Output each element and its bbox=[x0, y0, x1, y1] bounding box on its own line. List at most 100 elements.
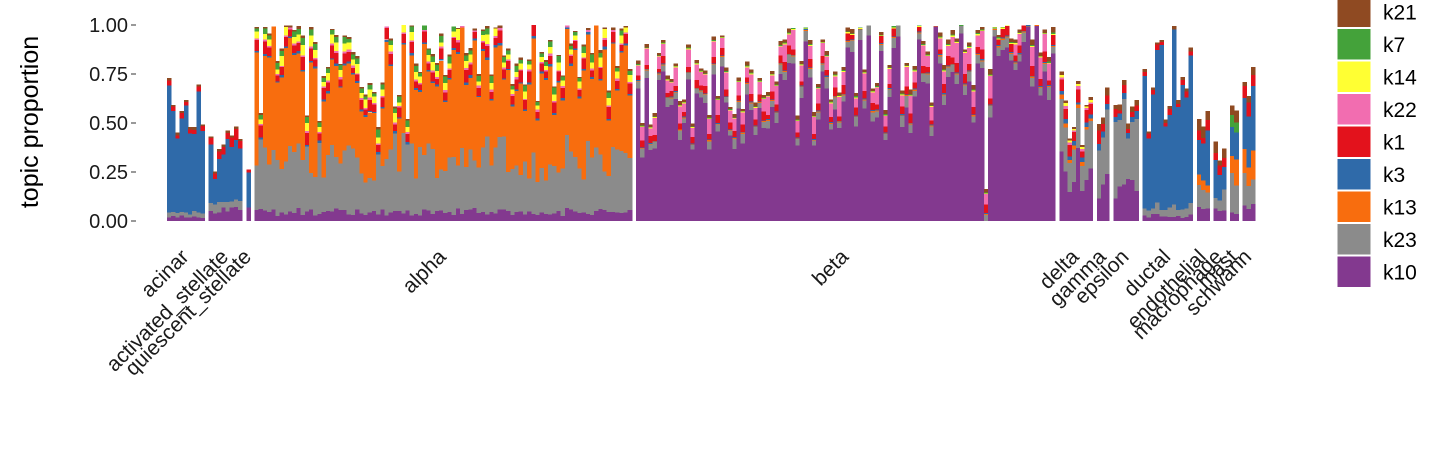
bar-segment-k22 bbox=[602, 37, 608, 41]
bar-segment-k7 bbox=[732, 117, 737, 119]
bar-segment-k3 bbox=[1180, 85, 1185, 210]
bar-segment-k22 bbox=[661, 43, 666, 57]
bar-segment-k14 bbox=[627, 75, 633, 82]
bar-segment-k13 bbox=[640, 147, 645, 149]
bar-segment-k21 bbox=[325, 67, 331, 69]
bar-segment-k23 bbox=[619, 151, 624, 213]
bar-segment-k21 bbox=[350, 52, 356, 55]
bar-segment-k3 bbox=[937, 53, 943, 56]
bar-segment-k3 bbox=[371, 111, 377, 114]
bar-segment-k23 bbox=[615, 149, 620, 213]
bar-segment-k13 bbox=[803, 30, 809, 32]
bar-segment-k21 bbox=[543, 59, 549, 63]
bar-segment-k14 bbox=[489, 83, 494, 90]
bar-segment-k7 bbox=[799, 63, 804, 65]
bar-segment-k13 bbox=[673, 91, 679, 93]
bar-segment-k13 bbox=[279, 77, 285, 170]
bar-segment-k3 bbox=[971, 114, 976, 116]
bar-segment-k23 bbox=[271, 149, 276, 210]
bar-segment-k22 bbox=[254, 38, 260, 40]
bar-segment-k14 bbox=[883, 115, 888, 116]
bar-segment-k1 bbox=[967, 63, 972, 71]
bar-segment-k10 bbox=[895, 36, 901, 221]
bar-segment-k7 bbox=[527, 60, 532, 65]
bar-segment-k13 bbox=[711, 63, 716, 65]
bar-segment-k14 bbox=[732, 118, 737, 119]
bar-segment-k10 bbox=[610, 211, 616, 221]
bar-segment-k23 bbox=[313, 176, 318, 216]
bar-segment-k14 bbox=[761, 98, 767, 99]
bar-segment-k21 bbox=[1088, 96, 1094, 100]
bar-segment-k23 bbox=[304, 146, 310, 212]
bar-segment-k3 bbox=[279, 75, 285, 78]
bar-segment-k14 bbox=[862, 72, 867, 74]
bar-segment-k7 bbox=[786, 32, 792, 34]
bar-segment-k7 bbox=[677, 104, 683, 106]
bar-segment-k14 bbox=[1067, 140, 1073, 143]
bar-segment-k14 bbox=[556, 62, 561, 71]
bar-segment-k13 bbox=[661, 64, 666, 66]
bar-segment-k1 bbox=[426, 63, 431, 70]
bar-segment-k14 bbox=[891, 27, 897, 29]
bar-segment-k1 bbox=[677, 123, 683, 130]
bar-segment-k22 bbox=[418, 82, 423, 85]
bar-segment-k14 bbox=[820, 42, 825, 44]
bar-segment-k7 bbox=[543, 62, 549, 67]
bar-segment-k1 bbox=[623, 34, 629, 44]
bar-segment-k3 bbox=[577, 96, 582, 99]
bar-segment-k1 bbox=[229, 137, 235, 147]
bar-segment-k1 bbox=[1134, 105, 1139, 112]
bar-segment-k22 bbox=[1017, 33, 1023, 46]
bar-segment-k22 bbox=[543, 70, 549, 72]
bar-segment-k1 bbox=[1030, 65, 1035, 76]
bar-segment-k13 bbox=[367, 112, 373, 179]
bar-segment-k21 bbox=[682, 99, 687, 103]
bar-segment-k23 bbox=[694, 89, 700, 94]
bar-segment-k23 bbox=[736, 101, 742, 109]
bar-segment-k13 bbox=[271, 26, 276, 150]
bar-segment-k23 bbox=[430, 148, 436, 214]
bar-segment-k3 bbox=[845, 40, 851, 41]
bar-segment-k3 bbox=[1030, 75, 1035, 77]
bar-segment-k22 bbox=[740, 112, 746, 125]
bar-segment-k1 bbox=[791, 49, 796, 55]
bar-segment-k14 bbox=[409, 32, 415, 41]
bar-segment-k22 bbox=[619, 43, 624, 45]
bar-segment-k14 bbox=[329, 34, 335, 44]
bar-segment-k7 bbox=[916, 25, 922, 27]
bar-segment-k22 bbox=[937, 38, 943, 50]
bar-segment-k3 bbox=[778, 62, 784, 64]
bar-segment-k21 bbox=[942, 65, 947, 70]
bar-segment-k10 bbox=[916, 39, 922, 221]
bar-segment-k10 bbox=[937, 63, 943, 222]
bar-segment-k13 bbox=[338, 87, 343, 164]
bar-segment-k22 bbox=[501, 67, 507, 70]
bar-segment-k3 bbox=[401, 43, 406, 45]
bar-segment-k23 bbox=[472, 160, 478, 208]
bar-segment-k1 bbox=[1000, 28, 1006, 38]
bar-segment-k23 bbox=[292, 151, 297, 214]
bar-segment-k13 bbox=[799, 86, 804, 88]
bar-segment-k14 bbox=[254, 31, 260, 39]
bar-segment-k7 bbox=[367, 85, 373, 90]
bar-segment-k21 bbox=[925, 51, 930, 55]
bar-segment-k3 bbox=[1234, 132, 1239, 160]
bar-segment-k13 bbox=[682, 117, 687, 119]
bar-segment-k13 bbox=[833, 96, 838, 98]
bar-segment-k21 bbox=[573, 30, 578, 33]
bar-segment-k23 bbox=[221, 202, 226, 208]
bar-segment-k13 bbox=[380, 108, 385, 167]
bar-segment-k3 bbox=[489, 99, 494, 101]
bar-segment-k10 bbox=[963, 95, 968, 221]
bar-segment-k10 bbox=[443, 213, 448, 221]
bar-segment-k10 bbox=[887, 97, 893, 221]
bar-segment-k23 bbox=[439, 169, 444, 211]
bar-segment-k3 bbox=[874, 109, 880, 111]
bar-segment-k23 bbox=[778, 64, 784, 75]
bar-segment-k7 bbox=[795, 119, 800, 121]
bar-segment-k23 bbox=[1150, 208, 1156, 215]
bar-segment-k23 bbox=[548, 164, 553, 215]
bar-segment-k1 bbox=[640, 140, 645, 148]
bar-segment-k1 bbox=[1021, 25, 1027, 31]
bar-segment-k3 bbox=[921, 73, 926, 74]
